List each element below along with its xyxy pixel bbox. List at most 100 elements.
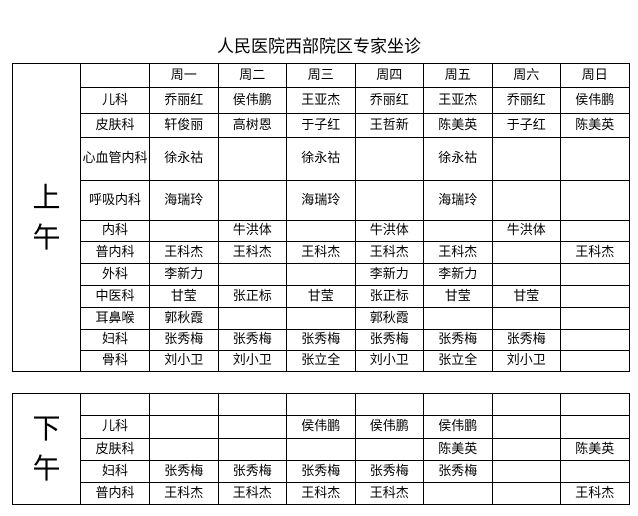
doctor-cell xyxy=(560,180,630,221)
doctor-cell: 张秀梅 xyxy=(354,329,424,351)
empty-cell xyxy=(491,393,561,416)
doctor-cell xyxy=(491,438,561,461)
doctor-cell: 牛洪体 xyxy=(217,220,287,242)
doctor-cell: 张秀梅 xyxy=(423,460,493,483)
doctor-cell: 徐永祜 xyxy=(423,137,493,181)
doctor-cell: 侯伟鹏 xyxy=(423,415,493,439)
empty-cell xyxy=(149,393,219,416)
afternoon-schedule-table: 下午儿科 侯伟鹏 侯伟鹏 侯伟鹏 皮肤科 陈美英 陈美英 妇科 张秀梅 张秀梅 张秀梅 张秀梅 张秀梅普… xyxy=(12,393,630,505)
doctor-cell: 王哲新 xyxy=(354,113,424,138)
doctor-cell xyxy=(217,137,287,181)
doctor-cell: 王科杰 xyxy=(217,482,287,505)
doctor-cell: 王亚杰 xyxy=(286,87,356,114)
doctor-cell xyxy=(354,137,424,181)
doctor-cell: 侯伟鹏 xyxy=(560,87,630,114)
doctor-cell xyxy=(491,460,561,483)
period-label-2: 午 xyxy=(32,220,61,254)
period-label-1: 上 xyxy=(32,180,61,214)
doctor-cell xyxy=(354,438,424,461)
doctor-cell: 张秀梅 xyxy=(354,460,424,483)
doctor-cell xyxy=(491,180,561,221)
table-row: 普内科 王科杰 王科杰 王科杰 王科杰 王科杰 xyxy=(13,482,630,505)
dept-cell: 妇科 xyxy=(80,460,150,483)
table-row: 心血管内科 徐永祜 徐永祜 徐永祜 xyxy=(13,137,630,181)
doctor-cell: 轩俊丽 xyxy=(149,113,219,138)
day-header: 周二 xyxy=(217,63,287,88)
doctor-cell: 王科杰 xyxy=(149,241,219,264)
doctor-cell xyxy=(491,415,561,439)
doctor-cell: 高树恩 xyxy=(217,113,287,138)
doctor-cell xyxy=(286,307,356,330)
doctor-cell: 乔丽红 xyxy=(149,87,219,114)
doctor-cell: 海瑞玲 xyxy=(149,180,219,221)
doctor-cell: 张秀梅 xyxy=(286,460,356,483)
dept-cell: 儿科 xyxy=(80,415,150,439)
dept-cell: 内科 xyxy=(80,220,150,242)
dept-cell: 中医科 xyxy=(80,285,150,308)
doctor-cell xyxy=(491,137,561,181)
empty-cell xyxy=(423,393,493,416)
doctor-cell xyxy=(560,460,630,483)
doctor-cell: 张秀梅 xyxy=(423,329,493,351)
doctor-cell xyxy=(217,438,287,461)
doctor-cell xyxy=(354,180,424,221)
empty-cell xyxy=(354,393,424,416)
doctor-cell: 陈美英 xyxy=(560,438,630,461)
doctor-cell xyxy=(423,220,493,242)
dept-cell: 外科 xyxy=(80,263,150,286)
doctor-cell: 陈美英 xyxy=(423,438,493,461)
morning-schedule-table: 上午周一 周二 周三 周四 周五 周六 周日 儿科 乔丽红 侯伟鹏 王亚杰 乔丽红 王亚杰 乔丽红 侯伟鹏皮… xyxy=(12,63,630,372)
doctor-cell: 刘小卫 xyxy=(149,350,219,372)
doctor-cell xyxy=(560,307,630,330)
doctor-cell xyxy=(491,263,561,286)
doctor-cell xyxy=(286,263,356,286)
doctor-cell: 乔丽红 xyxy=(491,87,561,114)
doctor-cell: 张秀梅 xyxy=(217,329,287,351)
doctor-cell: 甘莹 xyxy=(149,285,219,308)
doctor-cell: 陈美英 xyxy=(560,113,630,138)
doctor-cell: 张秀梅 xyxy=(491,329,561,351)
doctor-cell xyxy=(491,241,561,264)
day-header: 周一 xyxy=(149,63,219,88)
dept-cell: 骨科 xyxy=(80,350,150,372)
doctor-cell: 王科杰 xyxy=(354,241,424,264)
doctor-cell xyxy=(217,180,287,221)
table-row: 呼吸内科 海瑞玲 海瑞玲 海瑞玲 xyxy=(13,180,630,221)
doctor-cell: 甘莹 xyxy=(423,285,493,308)
doctor-cell xyxy=(423,307,493,330)
table-row: 外科 李新力 李新力 李新力 xyxy=(13,263,630,286)
table-row: 耳鼻喉 郭秋霞 郭秋霞 xyxy=(13,307,630,330)
day-header: 周五 xyxy=(423,63,493,88)
doctor-cell: 张秀梅 xyxy=(286,329,356,351)
doctor-cell: 甘莹 xyxy=(491,285,561,308)
doctor-cell xyxy=(560,329,630,351)
doctor-cell xyxy=(217,263,287,286)
period-cell: 上午 xyxy=(12,63,81,372)
doctor-cell: 张秀梅 xyxy=(149,460,219,483)
corner-cell xyxy=(80,63,150,88)
doctor-cell xyxy=(491,482,561,505)
dept-cell: 儿科 xyxy=(80,87,150,114)
doctor-cell xyxy=(423,482,493,505)
doctor-cell xyxy=(560,263,630,286)
table-row: 皮肤科 轩俊丽 高树恩 于子红 王哲新 陈美英 于子红 陈美英 xyxy=(13,113,630,138)
doctor-cell xyxy=(217,415,287,439)
table-row: 儿科 侯伟鹏 侯伟鹏 侯伟鹏 xyxy=(13,415,630,439)
empty-cell xyxy=(80,393,150,416)
doctor-cell xyxy=(217,307,287,330)
doctor-cell: 海瑞玲 xyxy=(423,180,493,221)
doctor-cell: 张正标 xyxy=(354,285,424,308)
doctor-cell: 徐永祜 xyxy=(149,137,219,181)
empty-cell xyxy=(560,393,630,416)
table-row: 妇科 张秀梅 张秀梅 张秀梅 张秀梅 张秀梅 xyxy=(13,460,630,483)
empty-cell xyxy=(286,393,356,416)
table-row: 骨科 刘小卫 刘小卫 张立全 刘小卫 张立全 刘小卫 xyxy=(13,350,630,372)
doctor-cell: 乔丽红 xyxy=(354,87,424,114)
doctor-cell: 王科杰 xyxy=(560,241,630,264)
period-cell: 下午 xyxy=(12,393,81,505)
dept-cell: 皮肤科 xyxy=(80,438,150,461)
doctor-cell: 海瑞玲 xyxy=(286,180,356,221)
dept-cell: 普内科 xyxy=(80,482,150,505)
empty-cell xyxy=(217,393,287,416)
doctor-cell: 牛洪体 xyxy=(491,220,561,242)
